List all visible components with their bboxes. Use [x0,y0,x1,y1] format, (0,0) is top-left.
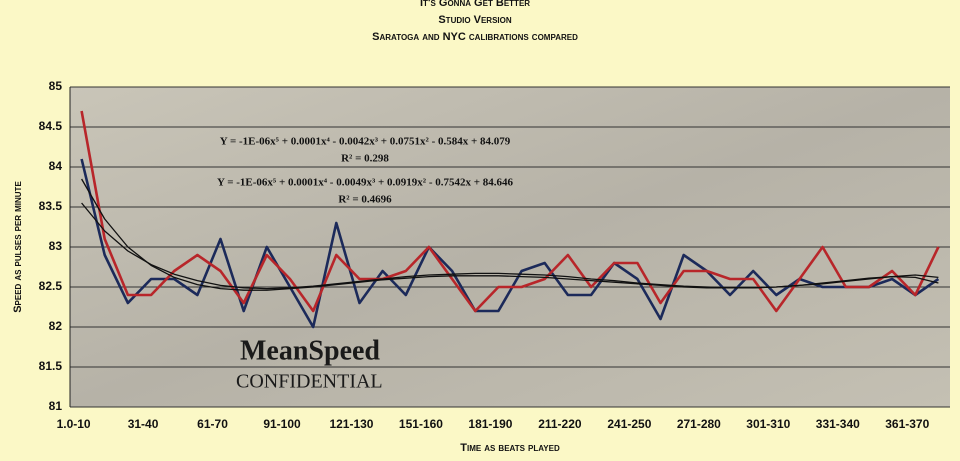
chart-title: It's Gonna Get Better [420,0,530,9]
y-tick-label: 84.5 [39,119,63,133]
y-axis-title: Speed as pulses per minute [12,181,24,313]
x-tick-label: 31-40 [128,417,159,431]
x-tick-label: 121-130 [329,417,373,431]
series-line [80,110,940,313]
watermark: CONFIDENTIAL [236,371,383,393]
x-tick-label: 181-190 [468,417,512,431]
y-tick-label: 83.5 [39,199,63,213]
equation: Y = -1E-06x⁵ + 0.0001x⁴ - 0.0042x³ + 0.0… [220,136,511,148]
y-tick-label: 81 [49,399,63,413]
x-tick-label: 1.0-10 [57,417,91,431]
r-squared: R² = 0.298 [341,153,389,165]
x-tick-label: 211-220 [538,417,582,431]
series-line [80,158,940,329]
x-axis-title: Time as beats played [460,442,560,454]
y-tick-label: 82.5 [39,279,63,293]
chart-subtitle: Saratoga and NYC calibrations compared [372,31,578,43]
x-tick-label: 151-160 [399,417,443,431]
x-tick-label: 361-370 [885,417,929,431]
x-tick-label: 91-100 [263,417,301,431]
watermark: MeanSpeed [240,335,380,366]
chart-subtitle: Studio Version [438,14,512,26]
y-tick-label: 82 [49,319,63,333]
x-tick-label: 271-280 [677,417,721,431]
equation: Y = -1E-06x⁵ + 0.0001x⁴ - 0.0049x³ + 0.0… [217,177,514,189]
plot: 81 81.5 82 82.5 83 83.5 84 84.5 85 1.0-10 31-40 61-… [39,79,950,431]
x-tick-label: 301-310 [746,417,790,431]
x-tick-label: 61-70 [197,417,228,431]
y-tick-label: 85 [49,79,63,93]
y-tick-label: 83 [49,239,63,253]
y-tick-label: 81.5 [39,359,63,373]
trendline [81,178,939,291]
r-squared: R² = 0.4696 [338,194,392,206]
x-tick-label: 331-340 [816,417,860,431]
y-tick-label: 84 [49,159,63,173]
x-tick-label: 241-250 [607,417,651,431]
